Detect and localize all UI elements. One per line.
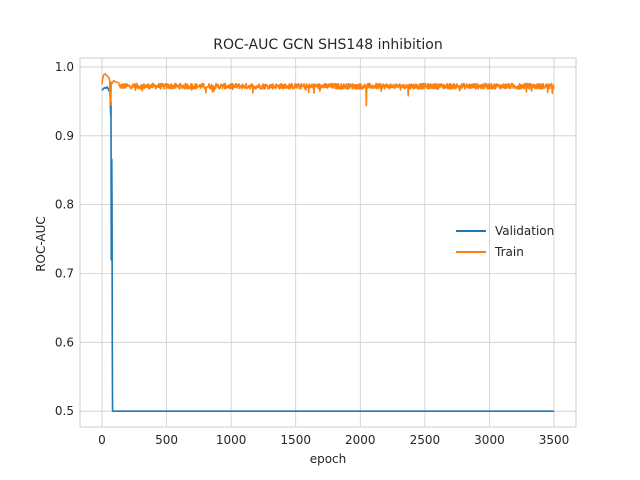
- validation-line: [101, 86, 555, 412]
- x-tick-label: 3000: [474, 433, 505, 447]
- x-axis-label: epoch: [310, 452, 347, 466]
- x-tick-label: 3500: [539, 433, 570, 447]
- x-tick-label: 1000: [216, 433, 247, 447]
- x-axis-ticks: 0 500 1000 1500 2000 2500 3000 3500: [98, 433, 569, 447]
- y-axis-ticks: 0.5 0.6 0.7 0.8 0.9 1.0: [55, 60, 74, 418]
- x-tick-label: 0: [98, 433, 106, 447]
- y-tick-label: 1.0: [55, 60, 74, 74]
- y-tick-label: 0.5: [55, 404, 74, 418]
- train-line: [101, 73, 555, 107]
- chart-title: ROC-AUC GCN SHS148 inhibition: [213, 37, 442, 53]
- legend-label-validation: Validation: [495, 224, 554, 238]
- y-axis-label: ROC-AUC: [34, 216, 48, 272]
- legend-label-train: Train: [494, 245, 524, 259]
- x-tick-label: 2000: [345, 433, 376, 447]
- y-tick-label: 0.8: [55, 198, 74, 212]
- y-tick-label: 0.6: [55, 335, 74, 349]
- plot-lines: [101, 73, 555, 412]
- grid: [80, 58, 576, 427]
- legend: Validation Train: [456, 224, 554, 259]
- x-tick-label: 1500: [280, 433, 311, 447]
- y-tick-label: 0.9: [55, 129, 74, 143]
- x-tick-label: 2500: [410, 433, 441, 447]
- x-tick-label: 500: [155, 433, 178, 447]
- y-tick-label: 0.7: [55, 266, 74, 280]
- plot-frame: [79, 57, 577, 428]
